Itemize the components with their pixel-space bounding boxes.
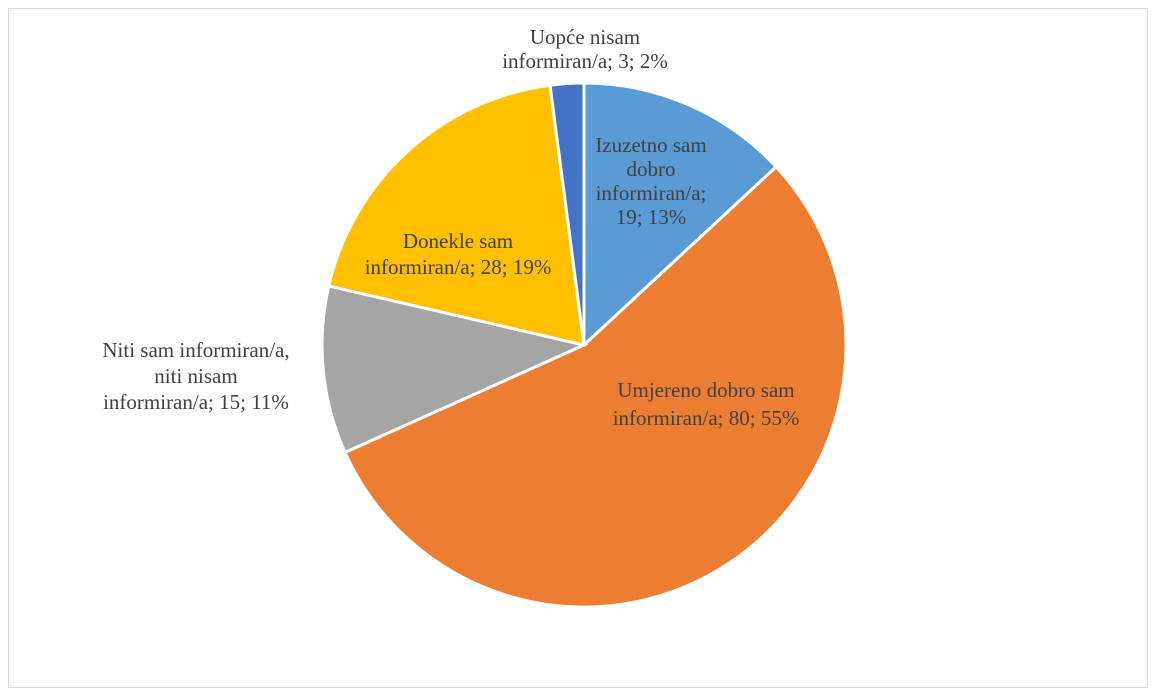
pie-slices xyxy=(320,81,848,609)
slice-data-label-line: Izuzetno sam xyxy=(595,133,706,157)
slice-data-label-line: Umjereno dobro sam xyxy=(617,378,794,402)
pie-slice xyxy=(320,284,589,455)
slice-data-label-line: informiran/a; 15; 11% xyxy=(103,390,289,414)
slice-data-label-line: dobro xyxy=(627,157,676,181)
slice-data-label-line: informiran/a; xyxy=(596,181,707,205)
slice-data-label: Niti sam informiran/a, niti nisam informir… xyxy=(102,338,289,414)
slice-data-label: Uopće nisam informiran/a; 3; 2% xyxy=(502,25,668,73)
slice-data-label-line: Donekle sam xyxy=(403,229,513,253)
pie-slice xyxy=(343,164,848,609)
slice-data-label-line: niti nisam xyxy=(154,364,237,388)
slice-data-label-line: informiran/a; 80; 55% xyxy=(613,406,800,430)
slice-data-label: Donekle sam informiran/a; 28; 19% xyxy=(365,229,552,279)
slice-data-label-line: 19; 13% xyxy=(616,205,687,229)
pie-slice xyxy=(582,81,779,349)
pie-slice xyxy=(326,83,586,347)
slice-data-label-line: Niti sam informiran/a, xyxy=(102,338,289,362)
pie-labels: Izuzetno sam dobro informiran/a; 19; 13% Umj… xyxy=(102,25,799,430)
slice-data-label-line: Uopće nisam xyxy=(530,25,640,49)
slice-data-label: Izuzetno sam dobro informiran/a; 19; 13% xyxy=(595,133,706,229)
slice-data-label-line: informiran/a; 28; 19% xyxy=(365,255,552,279)
slice-data-label: Umjereno dobro sam informiran/a; 80; 55% xyxy=(613,378,800,430)
pie-slice xyxy=(548,81,586,346)
slice-data-label-line: informiran/a; 3; 2% xyxy=(502,49,668,73)
